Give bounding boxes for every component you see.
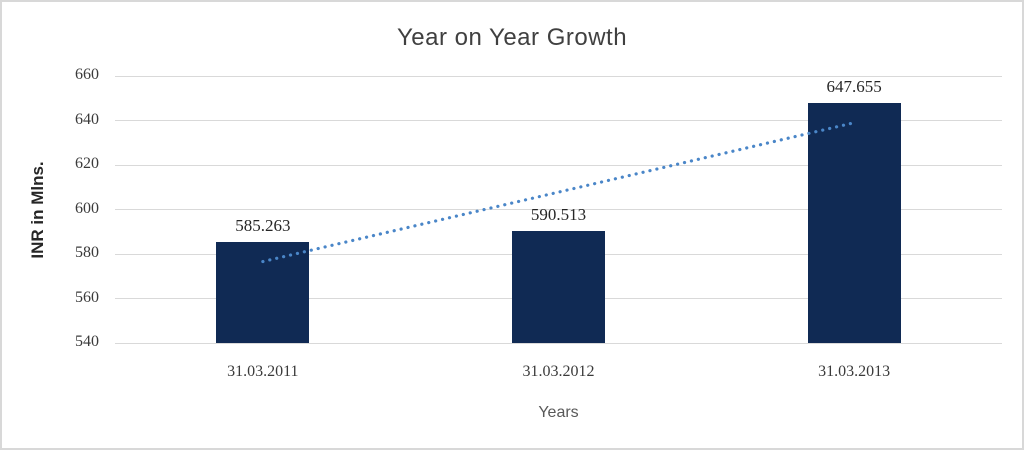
bar-value-label: 590.513 bbox=[530, 204, 587, 224]
y-tick-label: 640 bbox=[75, 110, 99, 128]
chart-title: Year on Year Growth bbox=[396, 24, 628, 51]
bar-value-label: 647.655 bbox=[826, 77, 882, 97]
x-tick-label: 31.03.2013 bbox=[818, 363, 891, 380]
gridline bbox=[115, 75, 1002, 77]
gridline bbox=[115, 120, 1002, 121]
bar bbox=[512, 230, 605, 343]
bar-value-label: 585.263 bbox=[235, 216, 291, 236]
x-tick-label: 31.03.2012 bbox=[522, 363, 595, 380]
y-tick-label: 560 bbox=[75, 288, 99, 306]
y-tick-label: 540 bbox=[75, 333, 99, 350]
bar bbox=[216, 242, 310, 343]
gridline bbox=[115, 342, 1002, 344]
y-tick-label: 660 bbox=[75, 66, 99, 83]
bar bbox=[807, 103, 901, 343]
x-axis-title: Years bbox=[538, 404, 579, 421]
y-tick-label: 600 bbox=[75, 199, 99, 217]
x-tick-label: 31.03.2011 bbox=[227, 363, 299, 380]
y-tick-label: 620 bbox=[75, 155, 99, 172]
y-tick-label: 580 bbox=[75, 244, 99, 261]
